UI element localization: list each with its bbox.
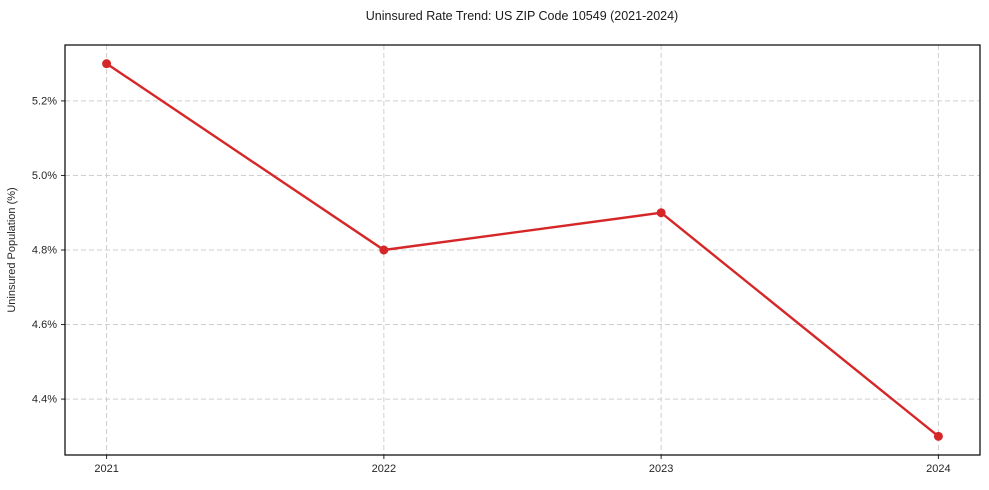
x-tick-label: 2024 [926, 463, 950, 475]
series-layer [102, 59, 943, 441]
x-tick-label: 2023 [649, 463, 673, 475]
x-tick-label: 2022 [372, 463, 396, 475]
tick-layer: 2021 2022 2023 2024 4.4% 4.6% 4.8% 5.0% 5.2% [32, 95, 951, 475]
data-point-2022 [379, 245, 389, 255]
y-tick-label: 4.6% [32, 319, 57, 331]
y-tick-label: 4.8% [32, 245, 57, 257]
y-tick-label: 5.0% [32, 170, 57, 182]
data-point-2024 [933, 431, 943, 441]
y-axis-label: Uninsured Population (%) [6, 187, 18, 312]
data-point-2021 [102, 59, 112, 69]
y-tick-label: 5.2% [32, 95, 57, 107]
y-tick-label: 4.4% [32, 394, 57, 406]
trend-line [105, 62, 940, 438]
data-point-2023 [656, 208, 666, 218]
x-tick-label: 2021 [94, 463, 118, 475]
chart-title: Uninsured Rate Trend: US ZIP Code 10549 … [366, 9, 678, 23]
plot-border [64, 44, 981, 456]
